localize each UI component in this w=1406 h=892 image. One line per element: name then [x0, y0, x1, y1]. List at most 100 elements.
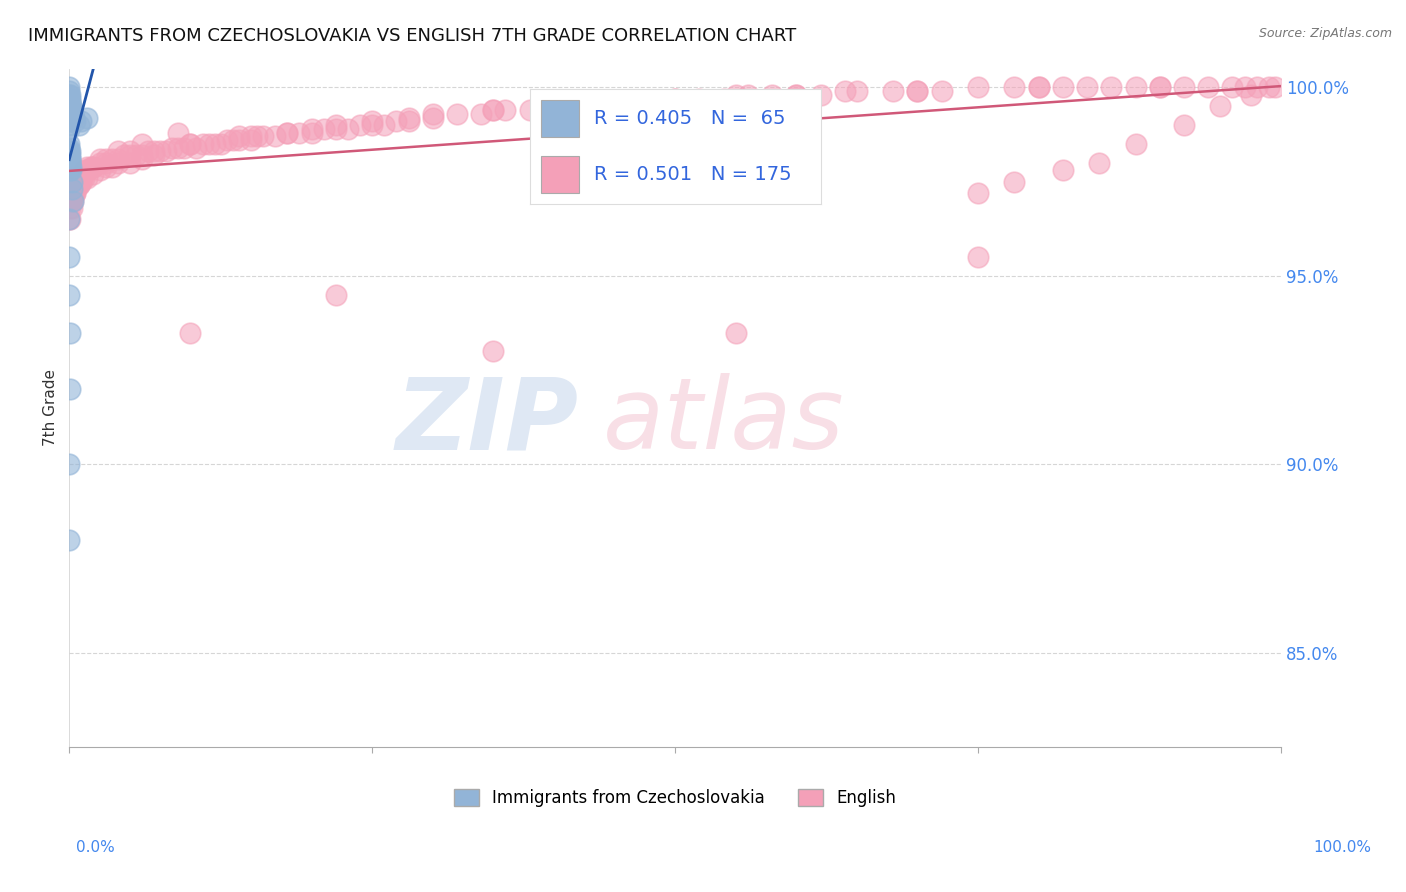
- Point: [470, 107, 492, 121]
- Point: [398, 114, 420, 128]
- Point: [60, 107, 83, 121]
- Point: [60, 175, 83, 189]
- Point: [69, 170, 91, 185]
- Point: [204, 136, 226, 151]
- Point: [58, 95, 80, 110]
- Point: [59, 194, 82, 208]
- Point: [59, 95, 82, 110]
- Point: [58, 533, 80, 547]
- Text: ZIP: ZIP: [395, 373, 578, 470]
- Point: [1209, 99, 1232, 113]
- Point: [58, 118, 80, 132]
- Point: [1125, 80, 1147, 95]
- Point: [65, 114, 87, 128]
- Point: [482, 103, 505, 117]
- Point: [325, 287, 347, 301]
- Point: [143, 148, 166, 162]
- Point: [118, 156, 141, 170]
- Point: [1028, 80, 1050, 95]
- Point: [94, 156, 117, 170]
- Point: [59, 382, 82, 396]
- Point: [58, 160, 80, 174]
- Point: [197, 136, 219, 151]
- Point: [118, 145, 141, 159]
- Point: [112, 148, 135, 162]
- Point: [967, 186, 990, 200]
- Point: [60, 194, 83, 208]
- Point: [59, 145, 82, 159]
- Point: [60, 107, 83, 121]
- Point: [494, 103, 516, 117]
- Point: [186, 141, 208, 155]
- Point: [1257, 80, 1279, 95]
- Point: [58, 458, 80, 472]
- Point: [361, 118, 384, 132]
- Point: [67, 178, 90, 193]
- Text: Source: ZipAtlas.com: Source: ZipAtlas.com: [1258, 27, 1392, 40]
- Point: [325, 121, 347, 136]
- Point: [59, 103, 82, 117]
- Point: [591, 95, 613, 110]
- Point: [349, 118, 371, 132]
- Point: [785, 87, 807, 102]
- Point: [240, 129, 263, 144]
- Point: [58, 287, 80, 301]
- Point: [76, 163, 98, 178]
- Point: [62, 111, 84, 125]
- Point: [65, 186, 87, 200]
- Point: [737, 87, 759, 102]
- Point: [80, 160, 103, 174]
- Point: [1028, 80, 1050, 95]
- Point: [70, 114, 93, 128]
- Point: [62, 107, 84, 121]
- Point: [62, 182, 84, 196]
- Point: [58, 145, 80, 159]
- Point: [100, 160, 122, 174]
- Point: [59, 114, 82, 128]
- Point: [1149, 80, 1171, 95]
- Point: [519, 103, 541, 117]
- Point: [58, 141, 80, 155]
- Point: [907, 84, 929, 98]
- Point: [94, 152, 117, 166]
- Point: [60, 103, 83, 117]
- Point: [967, 250, 990, 264]
- Point: [179, 136, 201, 151]
- Point: [385, 114, 408, 128]
- Point: [228, 133, 250, 147]
- Point: [60, 186, 83, 200]
- Point: [446, 107, 468, 121]
- Point: [107, 156, 129, 170]
- Point: [70, 170, 93, 185]
- Point: [63, 111, 86, 125]
- Point: [246, 129, 269, 144]
- Point: [567, 99, 589, 113]
- Point: [63, 178, 86, 193]
- Point: [60, 201, 83, 215]
- Point: [664, 92, 686, 106]
- Point: [59, 212, 82, 227]
- Point: [810, 87, 832, 102]
- Point: [58, 84, 80, 98]
- Point: [59, 99, 82, 113]
- Point: [160, 141, 183, 155]
- Point: [60, 163, 83, 178]
- Point: [59, 99, 82, 113]
- Point: [58, 103, 80, 117]
- Point: [59, 163, 82, 178]
- Point: [482, 344, 505, 359]
- Y-axis label: 7th Grade: 7th Grade: [44, 369, 58, 446]
- Point: [179, 136, 201, 151]
- Point: [222, 133, 245, 147]
- Text: IMMIGRANTS FROM CZECHOSLOVAKIA VS ENGLISH 7TH GRADE CORRELATION CHART: IMMIGRANTS FROM CZECHOSLOVAKIA VS ENGLIS…: [28, 27, 796, 45]
- Point: [603, 95, 626, 110]
- Point: [191, 136, 214, 151]
- Point: [373, 118, 395, 132]
- Point: [76, 111, 98, 125]
- Point: [1149, 80, 1171, 95]
- Point: [73, 170, 96, 185]
- Point: [713, 92, 735, 106]
- Point: [89, 156, 111, 170]
- Point: [264, 129, 287, 144]
- Point: [143, 145, 166, 159]
